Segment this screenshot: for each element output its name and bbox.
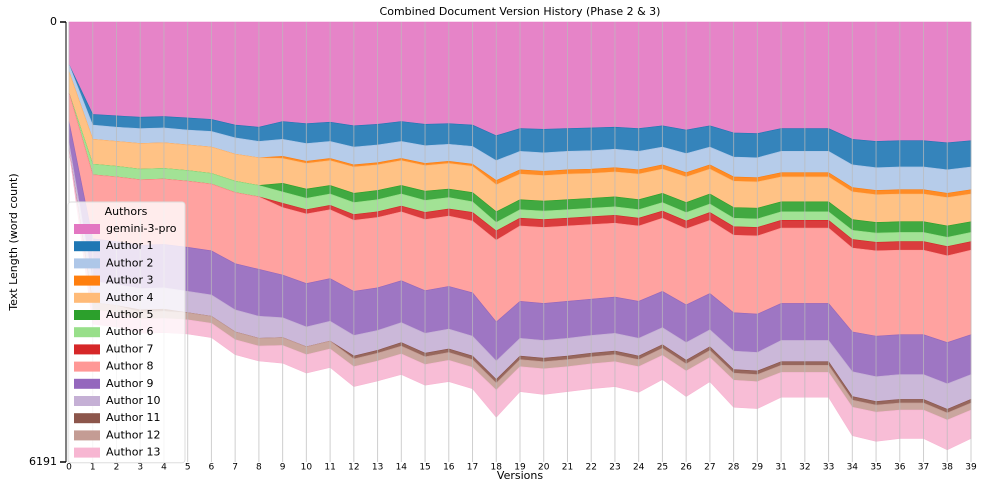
- x-tick-label: 8: [256, 463, 262, 473]
- legend-swatch: [74, 447, 100, 458]
- x-tick-label: 25: [657, 463, 668, 473]
- x-tick-label: 29: [752, 463, 764, 473]
- legend-label: gemini-3-pro: [106, 222, 177, 235]
- x-tick-label: 2: [114, 463, 120, 473]
- legend-label: Author 5: [106, 308, 154, 321]
- x-tick-label: 15: [419, 463, 430, 473]
- x-tick-label: 37: [918, 463, 929, 473]
- legend-swatch: [74, 327, 100, 338]
- x-tick-label: 28: [728, 463, 740, 473]
- chart-title: Combined Document Version History (Phase…: [380, 5, 661, 18]
- x-tick-label: 39: [965, 463, 977, 473]
- y-tick-label: 6191: [29, 455, 57, 468]
- x-tick-label: 34: [847, 463, 859, 473]
- x-tick-label: 16: [443, 463, 455, 473]
- legend-swatch: [74, 275, 100, 286]
- legend-swatch: [74, 241, 100, 252]
- x-tick-label: 20: [538, 463, 550, 473]
- x-tick-label: 33: [823, 463, 834, 473]
- x-tick-label: 36: [894, 463, 906, 473]
- x-tick-label: 23: [609, 463, 620, 473]
- legend-swatch: [74, 430, 100, 441]
- x-tick-label: 12: [348, 463, 359, 473]
- x-tick-label: 38: [942, 463, 954, 473]
- x-tick-label: 27: [704, 463, 715, 473]
- x-tick-label: 13: [372, 463, 383, 473]
- x-tick-label: 18: [491, 463, 503, 473]
- legend-label: Author 10: [106, 394, 161, 407]
- legend: Authors gemini-3-pro Author 1 Author 2 Autho…: [67, 201, 186, 464]
- legend-label: Author 4: [106, 291, 154, 304]
- legend-title: Authors: [105, 205, 148, 218]
- x-tick-label: 6: [209, 463, 215, 473]
- x-tick-label: 1: [90, 463, 96, 473]
- legend-label: Author 12: [106, 428, 161, 441]
- x-axis-label: Versions: [497, 469, 543, 482]
- x-tick-label: 17: [467, 463, 478, 473]
- legend-swatch: [74, 310, 100, 320]
- legend-swatch: [74, 361, 100, 372]
- legend-swatch: [74, 258, 100, 269]
- legend-label: Author 1: [106, 239, 154, 252]
- legend-swatch: [74, 224, 100, 234]
- x-tick-label: 11: [324, 463, 335, 473]
- x-tick-label: 35: [870, 463, 881, 473]
- legend-swatch: [74, 292, 100, 303]
- legend-label: Author 2: [106, 256, 154, 269]
- x-tick-label: 26: [680, 463, 692, 473]
- legend-label: Author 6: [106, 325, 154, 338]
- legend-label: Author 11: [106, 411, 161, 424]
- legend-label: Author 13: [106, 446, 161, 459]
- x-tick-label: 21: [562, 463, 573, 473]
- x-tick-label: 10: [301, 463, 313, 473]
- legend-label: Author 8: [106, 360, 154, 373]
- x-tick-label: 9: [280, 463, 286, 473]
- legend-label: Author 9: [106, 377, 154, 390]
- y-axis-label: Text Length (word count): [7, 173, 20, 311]
- x-tick-label: 24: [633, 463, 645, 473]
- y-tick-label: 0: [50, 15, 57, 28]
- x-tick-label: 5: [185, 463, 191, 473]
- legend-swatch: [74, 344, 100, 355]
- x-tick-label: 3: [137, 463, 143, 473]
- x-tick-label: 22: [585, 463, 596, 473]
- x-tick-label: 32: [799, 463, 810, 473]
- x-tick-label: 4: [161, 463, 167, 473]
- legend-swatch: [74, 396, 100, 406]
- x-tick-label: 31: [775, 463, 786, 473]
- x-tick-label: 19: [514, 463, 526, 473]
- legend-label: Author 3: [106, 274, 154, 287]
- x-tick-label: 0: [66, 463, 72, 473]
- legend-swatch: [74, 413, 100, 424]
- x-tick-label: 7: [232, 463, 238, 473]
- x-tick-label: 14: [396, 463, 408, 473]
- legend-label: Author 7: [106, 342, 154, 355]
- legend-swatch: [74, 378, 100, 389]
